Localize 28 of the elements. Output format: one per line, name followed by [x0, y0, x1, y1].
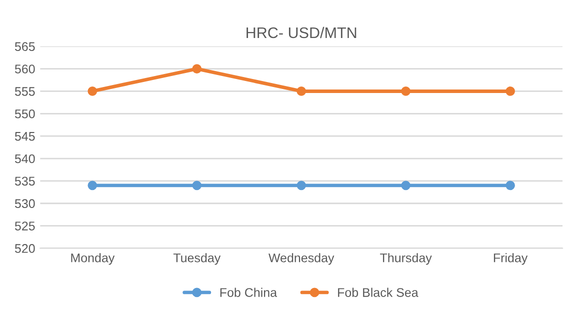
point — [192, 180, 202, 190]
point — [506, 86, 515, 96]
point — [401, 180, 411, 190]
x-tick-label: Wednesday — [268, 253, 334, 265]
point — [88, 86, 98, 96]
legend-label: Fob China — [220, 288, 278, 297]
point — [296, 180, 306, 190]
y-tick-label: 525 — [14, 222, 35, 230]
point — [296, 86, 306, 96]
y-tick-label: 520 — [14, 244, 35, 253]
x-tick-label: Thursday — [380, 253, 432, 265]
x-tick-label: Friday — [494, 253, 528, 265]
x-tick-label: Tuesday — [173, 253, 221, 265]
y-tick-label: 540 — [14, 154, 35, 164]
y-tick-label: 560 — [14, 64, 35, 74]
legend-label: Fob Black Sea — [338, 288, 418, 297]
y-tick-label: 550 — [14, 109, 35, 118]
point — [88, 180, 98, 190]
point — [506, 180, 515, 190]
x-tick-label: Monday — [71, 253, 115, 265]
y-tick-label: 535 — [14, 176, 35, 186]
point — [401, 86, 411, 96]
y-tick-label: 530 — [14, 199, 35, 208]
y-tick-label: 555 — [14, 87, 35, 96]
y-tick-label: 545 — [14, 132, 35, 141]
chart-title: HRC- USD/MTN — [246, 26, 356, 38]
point — [192, 64, 202, 74]
y-tick-label: 565 — [14, 42, 35, 51]
